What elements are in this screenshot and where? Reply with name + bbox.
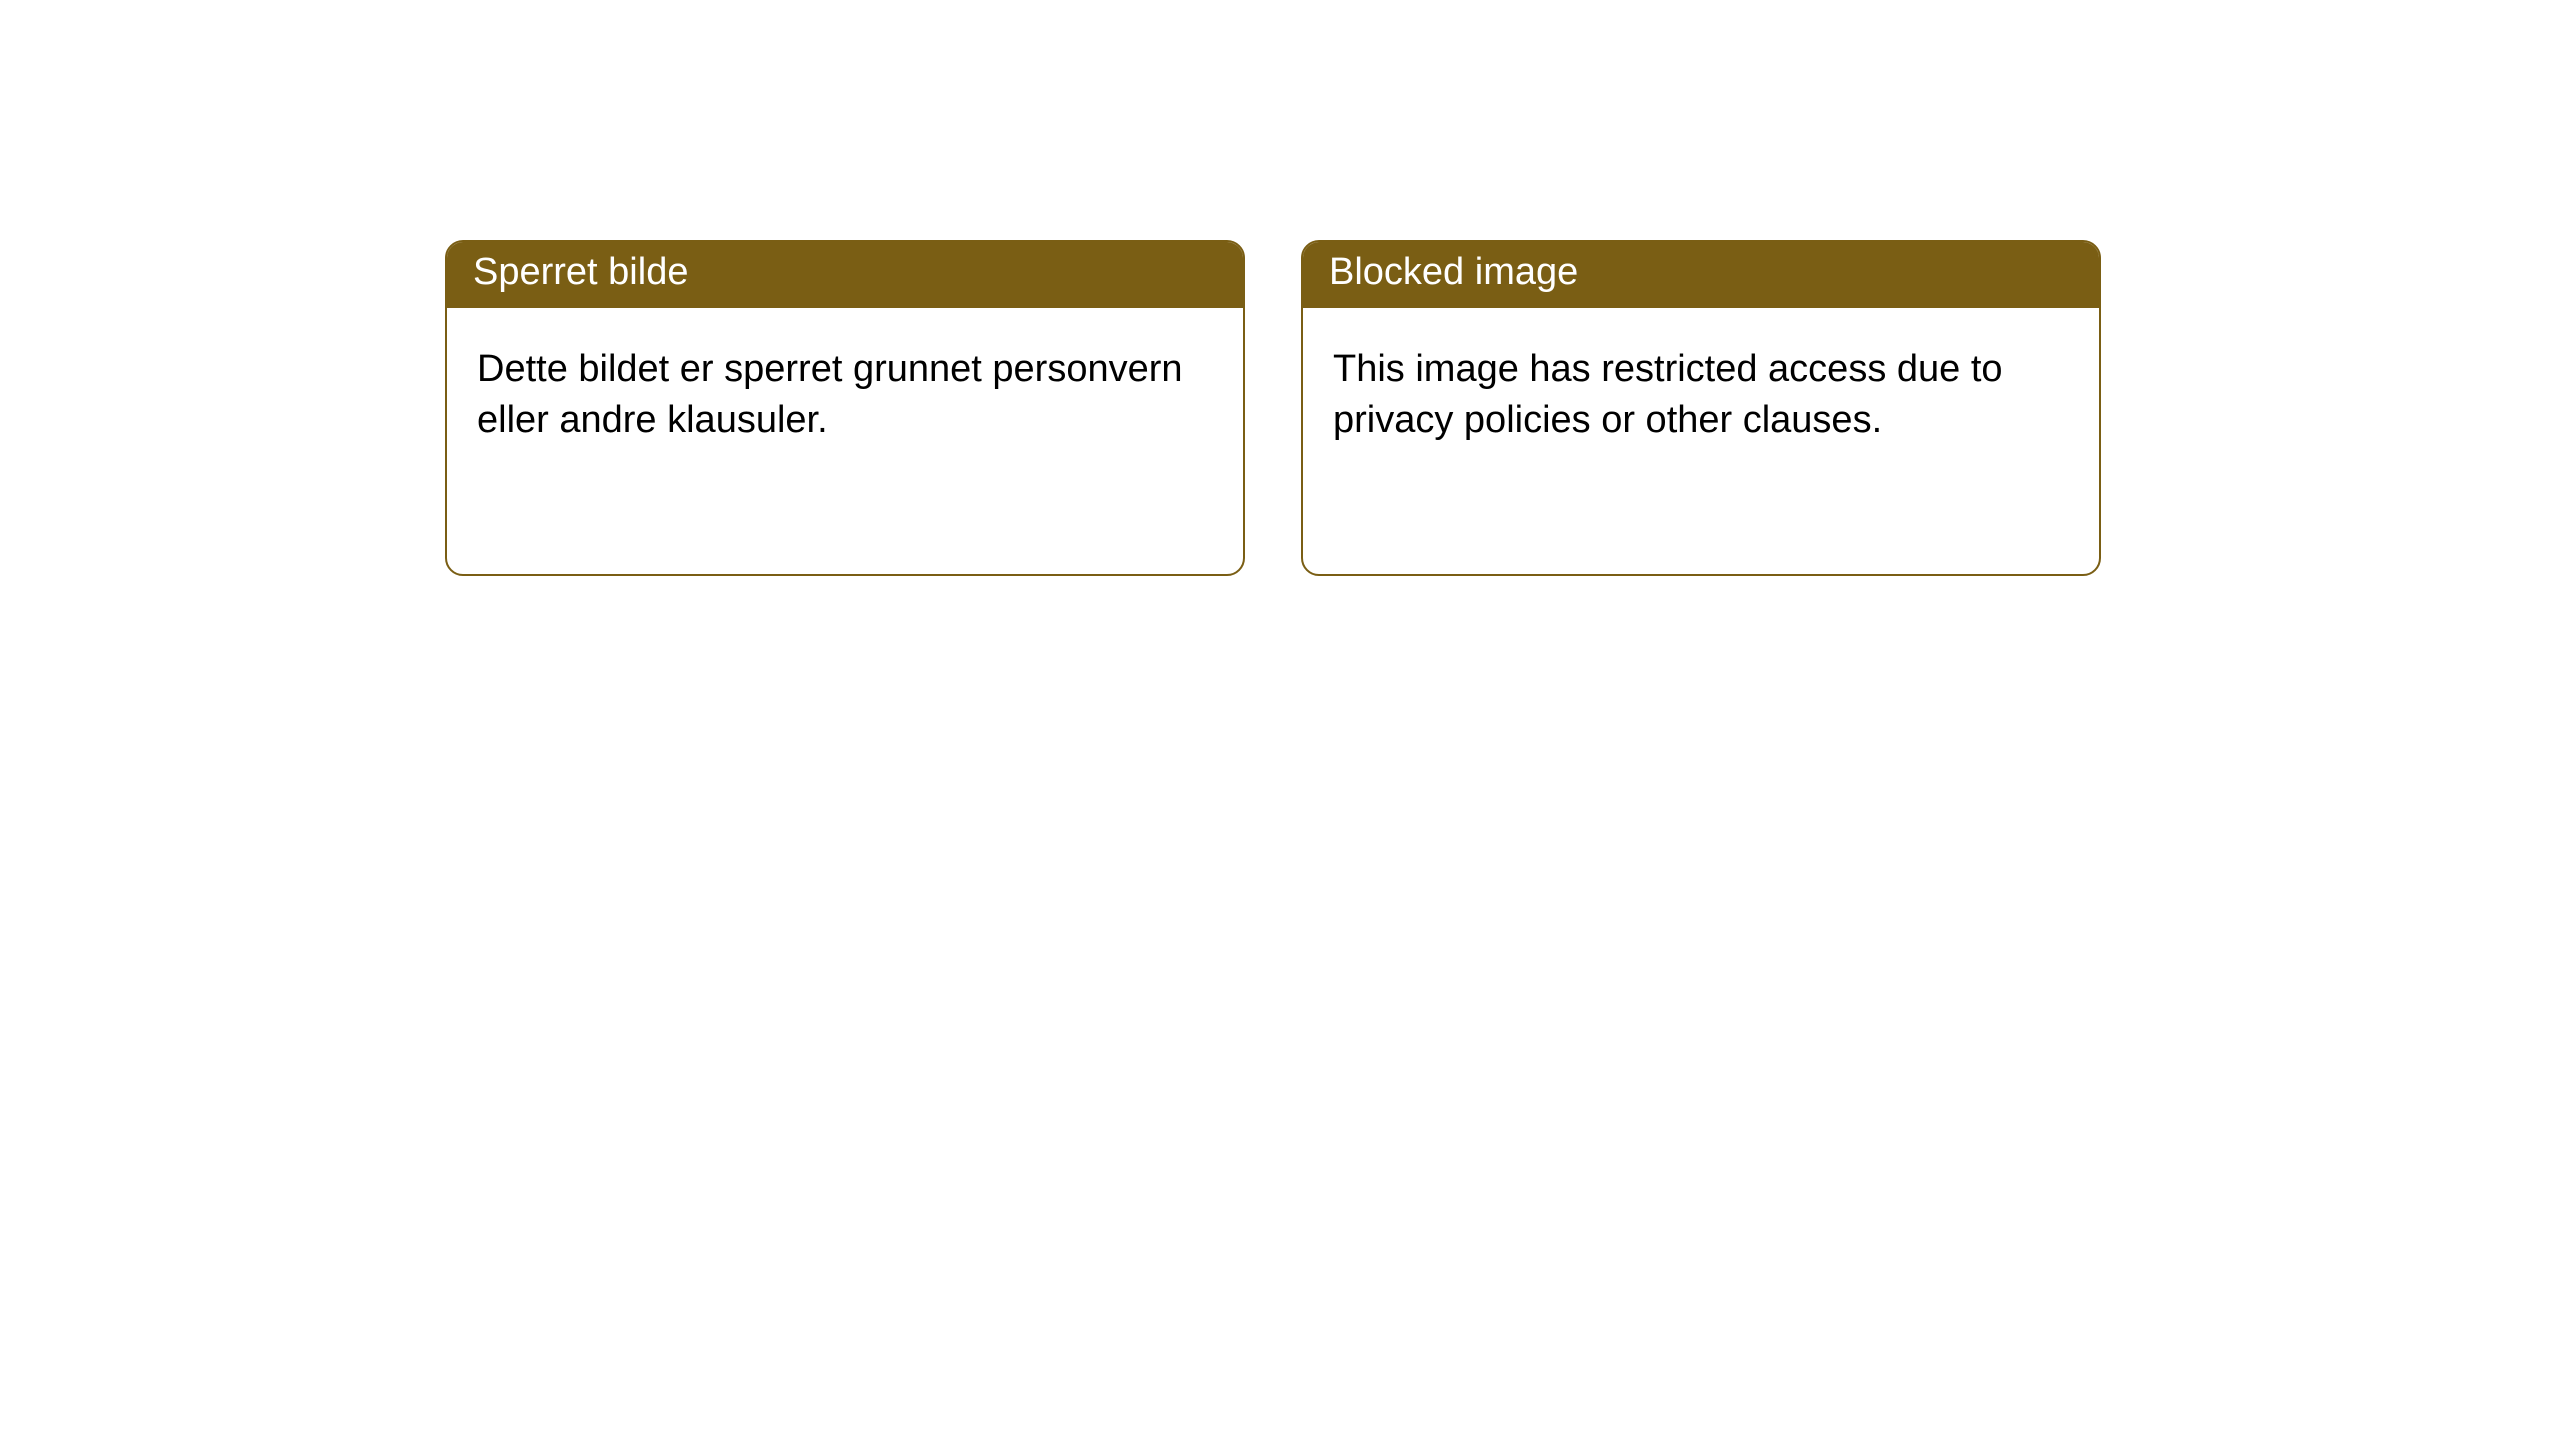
blocked-image-card-en: Blocked image This image has restricted … — [1301, 240, 2101, 576]
card-body-text: This image has restricted access due to … — [1333, 348, 2003, 441]
card-header: Blocked image — [1303, 242, 2099, 308]
card-body-text: Dette bildet er sperret grunnet personve… — [477, 348, 1183, 441]
card-title: Sperret bilde — [473, 251, 688, 293]
card-title: Blocked image — [1329, 251, 1578, 293]
card-body: Dette bildet er sperret grunnet personve… — [447, 308, 1243, 477]
card-body: This image has restricted access due to … — [1303, 308, 2099, 477]
notice-container: Sperret bilde Dette bildet er sperret gr… — [0, 0, 2560, 576]
card-header: Sperret bilde — [447, 242, 1243, 308]
blocked-image-card-no: Sperret bilde Dette bildet er sperret gr… — [445, 240, 1245, 576]
